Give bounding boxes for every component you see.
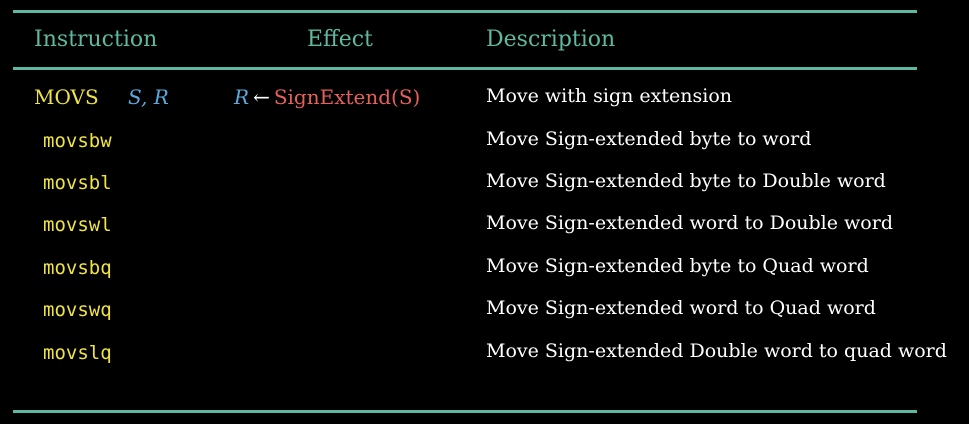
effect-destination: R bbox=[234, 85, 250, 109]
description-cell: Move Sign-extended byte to Double word bbox=[486, 170, 886, 192]
table-top-rule bbox=[13, 10, 917, 13]
table-row-general: MOVS S, R R ← SignExtend(S) Move with sign… bbox=[0, 85, 969, 121]
header-effect: Effect bbox=[307, 27, 373, 52]
instruction-cell: movswq bbox=[43, 299, 112, 321]
instruction-cell: movsbl bbox=[43, 172, 112, 194]
description-cell: Move Sign-extended byte to word bbox=[486, 128, 812, 150]
instruction-cell: movslq bbox=[43, 342, 112, 364]
header-description: Description bbox=[486, 27, 616, 52]
table-row: movslq Move Sign-extended Double word to… bbox=[0, 340, 969, 376]
description-cell: Move Sign-extended Double word to quad w… bbox=[486, 340, 947, 362]
table-row: movsbl Move Sign-extended byte to Double… bbox=[0, 170, 969, 206]
description-cell: Move Sign-extended word to Quad word bbox=[486, 297, 876, 319]
table-row: movsbw Move Sign-extended byte to word bbox=[0, 128, 969, 164]
table-row: movswl Move Sign-extended word to Double… bbox=[0, 212, 969, 248]
effect-arrow: ← bbox=[253, 85, 270, 109]
table-row: movswq Move Sign-extended word to Quad w… bbox=[0, 297, 969, 333]
description-cell: Move Sign-extended word to Double word bbox=[486, 212, 893, 234]
instruction-cell: movsbq bbox=[43, 257, 112, 279]
effect-function: SignExtend(S) bbox=[273, 85, 421, 109]
instruction-cell: movsbw bbox=[43, 130, 112, 152]
table-row: movsbq Move Sign-extended byte to Quad w… bbox=[0, 255, 969, 291]
instruction-operands: S, R bbox=[128, 85, 169, 109]
table-header-rule bbox=[13, 67, 917, 70]
instruction-class-name: MOVS bbox=[34, 85, 99, 109]
table-bottom-rule bbox=[13, 410, 917, 413]
description-cell: Move with sign extension bbox=[486, 85, 733, 107]
instruction-cell: movswl bbox=[43, 214, 112, 236]
description-cell: Move Sign-extended byte to Quad word bbox=[486, 255, 869, 277]
header-instruction: Instruction bbox=[34, 27, 158, 52]
effect-expression: R ← SignExtend(S) bbox=[234, 85, 420, 109]
